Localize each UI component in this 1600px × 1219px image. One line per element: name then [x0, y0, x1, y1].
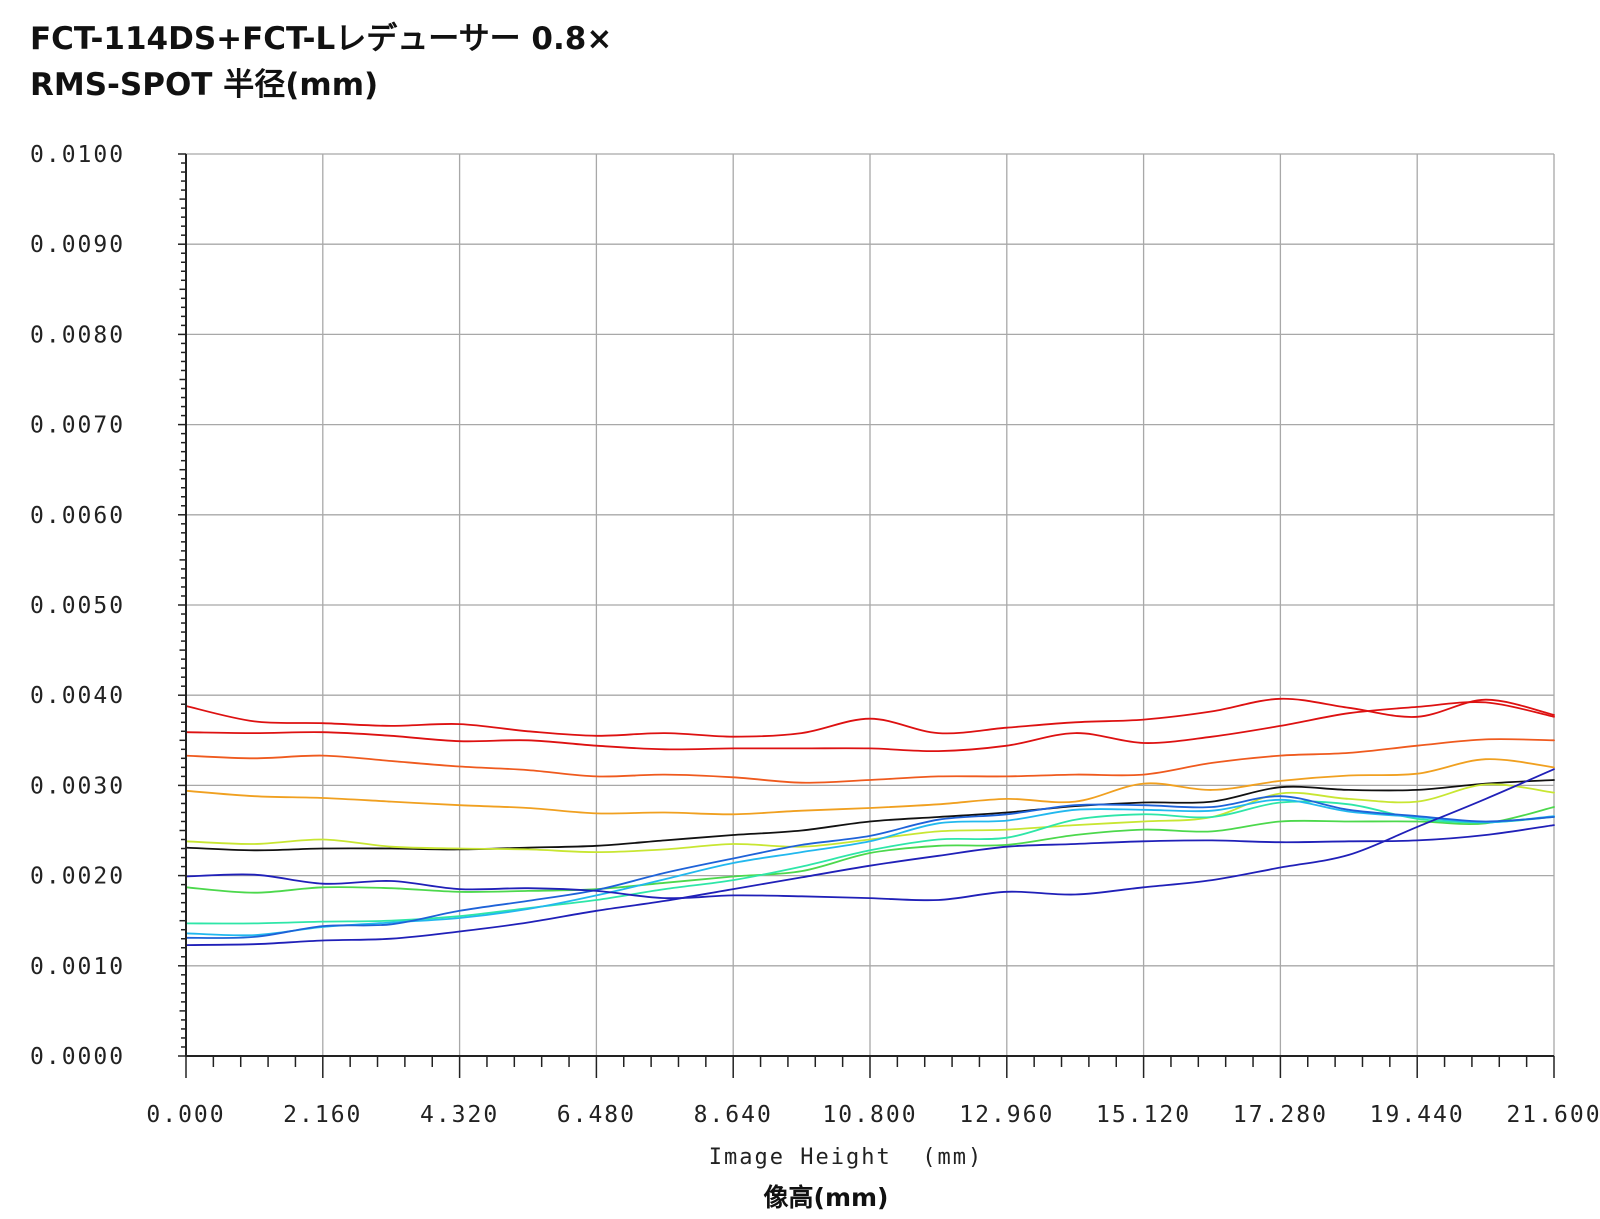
series-line-6 [185, 783, 1555, 853]
series-line-2 [185, 701, 1555, 753]
x-tick-label: 17.280 [1233, 1102, 1328, 1128]
x-tick-label: 21.600 [1506, 1102, 1600, 1128]
y-tick-label: 0.0060 [30, 503, 125, 529]
series-line-4 [185, 758, 1555, 816]
series-line-3 [185, 738, 1555, 784]
axes [178, 153, 1555, 1078]
y-tick-label: 0.0010 [30, 954, 125, 980]
y-tick-label: 0.0080 [30, 322, 125, 348]
y-tick-label: 0.0040 [30, 683, 125, 709]
y-tick-label: 0.0090 [30, 232, 125, 258]
series-group [185, 697, 1555, 946]
chart-title-line-1: FCT-114DS+FCT-Lレデューサー 0.8× [30, 21, 612, 57]
series-line-7 [185, 806, 1555, 894]
y-tick-label: 0.0050 [30, 593, 125, 619]
x-tick-label: 4.320 [420, 1102, 499, 1128]
series-line-8 [185, 800, 1555, 925]
x-tick-label: 15.120 [1096, 1102, 1191, 1128]
y-tick-label: 0.0030 [30, 773, 125, 799]
x-tick-label: 8.640 [694, 1102, 773, 1128]
x-tick-label: 10.800 [822, 1102, 917, 1128]
series-line-10 [185, 795, 1555, 939]
series-line-12 [185, 824, 1555, 946]
tick-labels: 0.0000 0.0010 0.0020 0.0030 0.0040 0.0050 0.00… [30, 142, 1600, 1128]
y-tick-label: 0.0000 [30, 1044, 125, 1070]
x-tick-label: 2.160 [283, 1102, 362, 1128]
x-axis-label: Image Height (mm) [709, 1145, 983, 1170]
x-tick-label: 12.960 [959, 1102, 1054, 1128]
y-tick-label: 0.0020 [30, 864, 125, 890]
x-tick-label: 19.440 [1370, 1102, 1465, 1128]
y-tick-label: 0.0070 [30, 413, 125, 439]
x-axis-label-jp: 像高(mm) [764, 1183, 889, 1212]
series-line-1 [185, 697, 1555, 738]
y-tick-label: 0.0100 [30, 142, 125, 168]
series-line-5 [185, 779, 1555, 852]
x-tick-label: 6.480 [557, 1102, 636, 1128]
x-tick-label: 0.000 [146, 1102, 225, 1128]
series-line-11 [185, 768, 1555, 902]
chart-title-line-2: RMS-SPOT 半径(mm) [30, 67, 378, 103]
